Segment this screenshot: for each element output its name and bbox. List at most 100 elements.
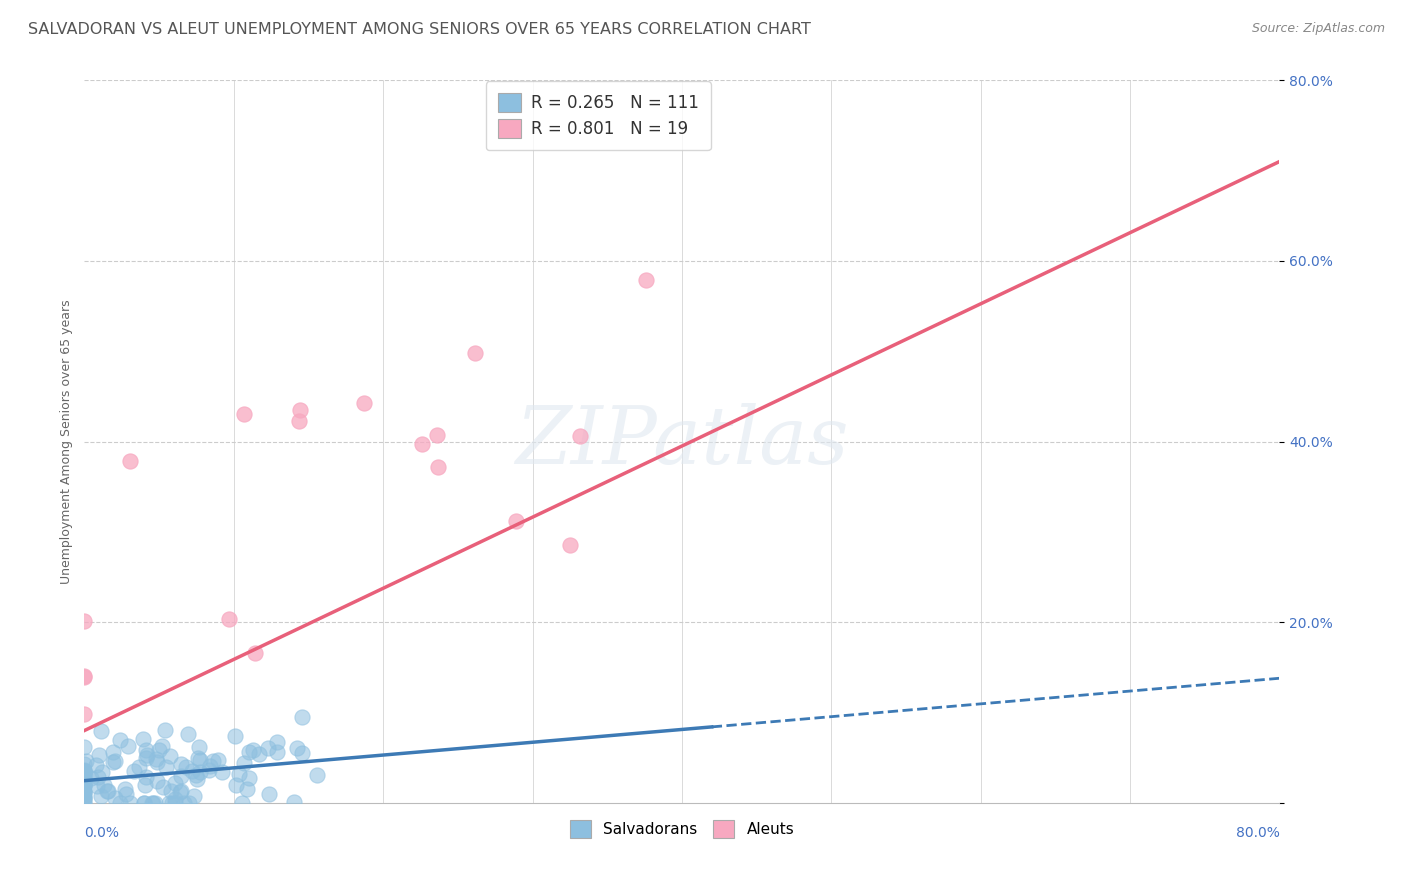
Point bbox=[170, 769, 193, 783]
Point bbox=[291, 709, 314, 723]
Point bbox=[283, 795, 305, 809]
Point bbox=[73, 765, 96, 780]
Point bbox=[145, 752, 167, 766]
Point bbox=[128, 760, 150, 774]
Point bbox=[159, 749, 181, 764]
Point bbox=[73, 756, 96, 771]
Point bbox=[132, 731, 155, 746]
Point bbox=[198, 763, 221, 777]
Point bbox=[97, 784, 120, 798]
Point bbox=[238, 771, 260, 785]
Point bbox=[291, 747, 314, 761]
Point bbox=[169, 785, 191, 799]
Point bbox=[90, 723, 112, 738]
Point bbox=[238, 745, 260, 759]
Point bbox=[155, 760, 177, 774]
Point bbox=[73, 764, 96, 779]
Point bbox=[165, 796, 187, 810]
Point bbox=[73, 669, 96, 683]
Point bbox=[73, 796, 96, 810]
Text: 0.0%: 0.0% bbox=[84, 826, 120, 840]
Text: ZIPatlas: ZIPatlas bbox=[515, 403, 849, 480]
Point bbox=[91, 764, 114, 779]
Point bbox=[224, 729, 246, 743]
Point bbox=[287, 741, 309, 756]
Point bbox=[108, 796, 131, 810]
Point bbox=[132, 796, 155, 810]
Point bbox=[141, 796, 163, 810]
Point bbox=[259, 787, 281, 801]
Point bbox=[173, 796, 195, 810]
Point bbox=[179, 796, 201, 810]
Point bbox=[236, 782, 259, 797]
Point bbox=[218, 612, 240, 626]
Point bbox=[73, 791, 96, 805]
Point bbox=[73, 706, 96, 721]
Point bbox=[73, 779, 96, 793]
Point bbox=[170, 756, 193, 771]
Point bbox=[73, 776, 96, 790]
Point bbox=[104, 754, 127, 768]
Point bbox=[145, 774, 167, 789]
Point bbox=[198, 758, 221, 772]
Point bbox=[73, 764, 96, 778]
Point bbox=[89, 748, 111, 763]
Point bbox=[202, 755, 225, 769]
Point bbox=[181, 764, 204, 778]
Point bbox=[148, 742, 170, 756]
Point bbox=[411, 437, 433, 451]
Point bbox=[353, 396, 375, 410]
Text: Source: ZipAtlas.com: Source: ZipAtlas.com bbox=[1251, 22, 1385, 36]
Point bbox=[558, 538, 581, 552]
Point bbox=[505, 514, 527, 528]
Point bbox=[160, 784, 183, 798]
Point bbox=[142, 796, 165, 810]
Point bbox=[84, 758, 107, 772]
Point bbox=[427, 460, 450, 475]
Point bbox=[305, 767, 328, 781]
Point bbox=[93, 778, 115, 792]
Y-axis label: Unemployment Among Seniors over 65 years: Unemployment Among Seniors over 65 years bbox=[60, 299, 73, 584]
Point bbox=[152, 780, 174, 794]
Point bbox=[73, 764, 96, 778]
Point bbox=[188, 753, 211, 767]
Point bbox=[568, 429, 591, 443]
Point bbox=[187, 751, 209, 765]
Point bbox=[73, 784, 96, 798]
Point bbox=[90, 789, 112, 803]
Point bbox=[183, 789, 205, 803]
Point bbox=[135, 747, 157, 762]
Point bbox=[163, 791, 186, 805]
Point bbox=[135, 751, 157, 765]
Point bbox=[174, 760, 197, 774]
Point bbox=[243, 646, 266, 660]
Point bbox=[87, 770, 110, 784]
Text: SALVADORAN VS ALEUT UNEMPLOYMENT AMONG SENIORS OVER 65 YEARS CORRELATION CHART: SALVADORAN VS ALEUT UNEMPLOYMENT AMONG S… bbox=[28, 22, 811, 37]
Point bbox=[135, 742, 157, 756]
Point bbox=[146, 755, 169, 769]
Point bbox=[242, 743, 264, 757]
Point bbox=[104, 791, 127, 805]
Point bbox=[188, 740, 211, 755]
Point bbox=[160, 796, 183, 810]
Point bbox=[188, 764, 211, 779]
Point bbox=[75, 755, 97, 769]
Point bbox=[73, 770, 96, 784]
Point bbox=[73, 772, 96, 787]
Point bbox=[73, 789, 96, 803]
Point bbox=[163, 776, 186, 790]
Point bbox=[73, 785, 96, 799]
Point bbox=[426, 428, 449, 442]
Point bbox=[73, 786, 96, 800]
Point bbox=[96, 784, 118, 798]
Point bbox=[169, 784, 191, 798]
Point bbox=[207, 753, 229, 767]
Point bbox=[150, 739, 173, 753]
Point bbox=[73, 778, 96, 792]
Point bbox=[124, 764, 146, 778]
Point bbox=[114, 787, 136, 801]
Point bbox=[211, 764, 233, 779]
Point bbox=[134, 770, 156, 784]
Point bbox=[145, 796, 167, 810]
Point bbox=[634, 273, 657, 287]
